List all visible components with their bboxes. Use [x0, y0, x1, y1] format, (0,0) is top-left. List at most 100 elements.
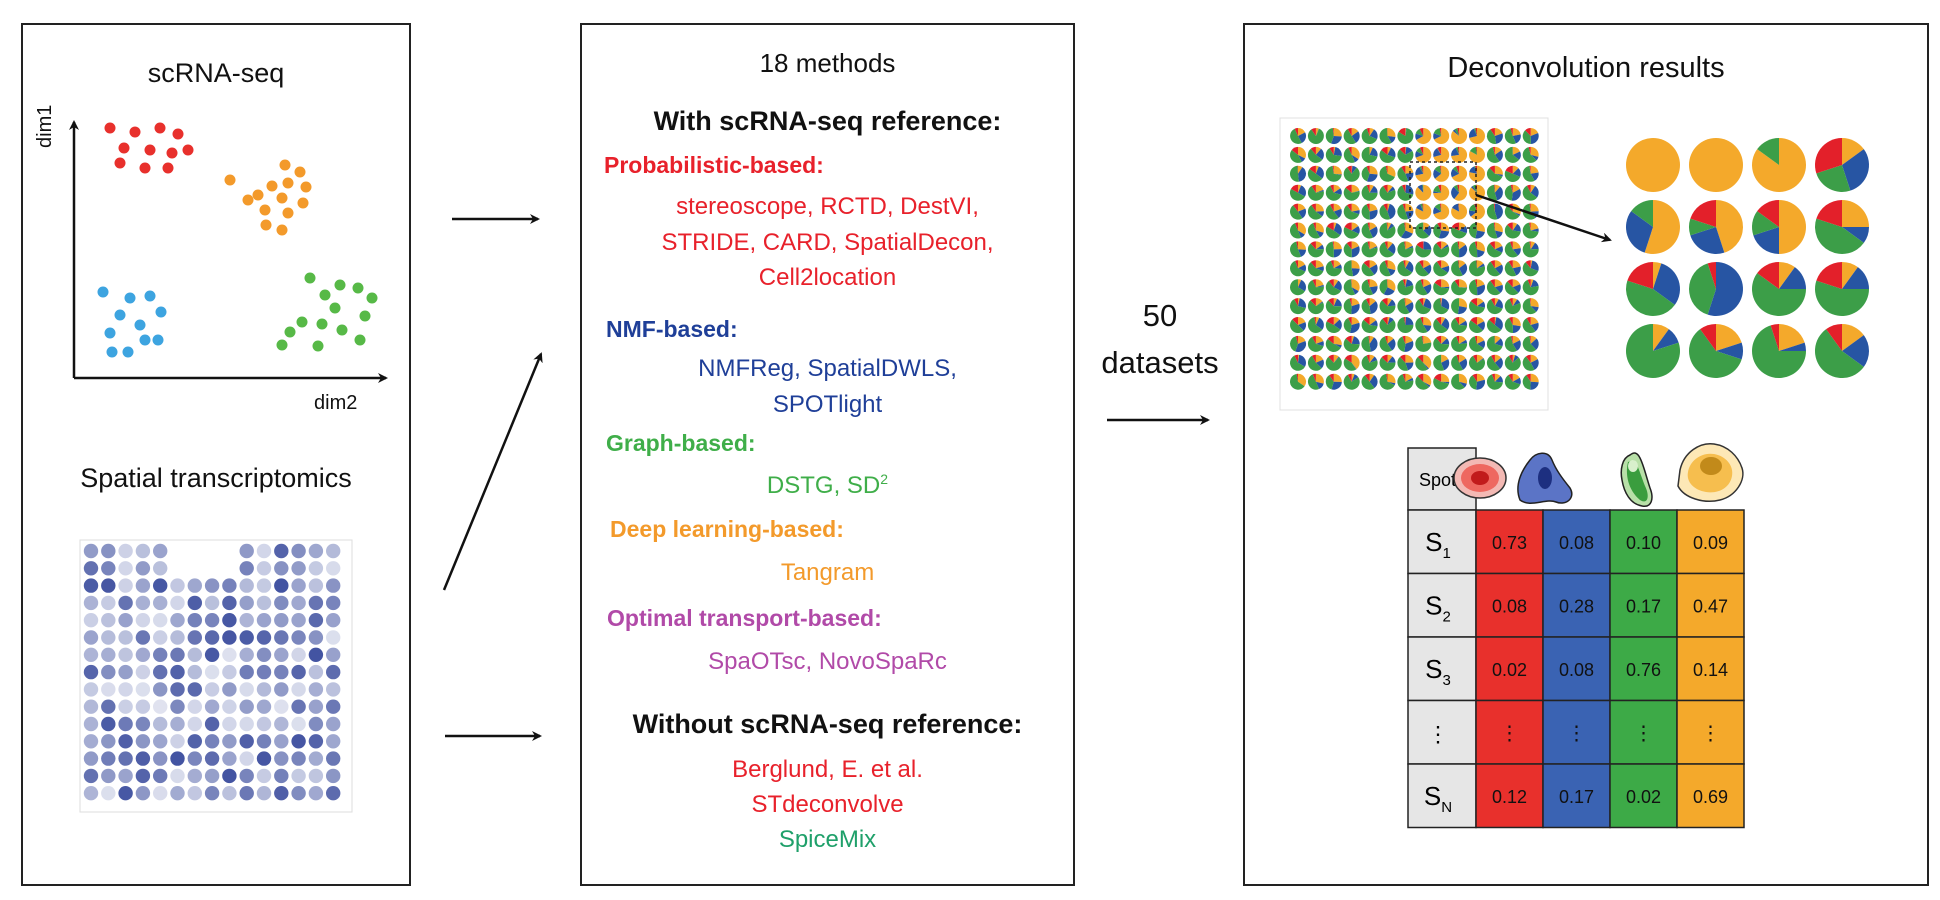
small-pie [1486, 128, 1503, 145]
small-pie [1468, 203, 1485, 220]
spatial-spot [222, 734, 237, 749]
spatial-spot [256, 751, 272, 766]
small-pie [1504, 165, 1521, 182]
small-pie [1343, 317, 1360, 333]
spatial-spot [118, 595, 133, 611]
table-cell-value: ⋮ [1567, 722, 1587, 744]
spatial-spot [83, 664, 99, 680]
small-pie [1433, 373, 1450, 390]
zoomed-pie-grid [1626, 138, 1869, 379]
spatial-spot [291, 561, 306, 576]
spatial-spot [222, 716, 237, 732]
spatial-spot [274, 578, 289, 593]
small-pie [1504, 298, 1521, 315]
small-pie [1325, 279, 1342, 296]
spatial-spot [326, 630, 341, 645]
spatial-spot [204, 578, 220, 593]
spatial-spot [153, 734, 168, 749]
small-pie [1486, 317, 1503, 333]
spatial-spot [239, 699, 254, 714]
table-cell-value: 0.28 [1559, 596, 1594, 616]
small-pie [1397, 316, 1414, 334]
spatial-spot [170, 768, 185, 784]
scatter-point [284, 326, 296, 338]
small-pie [1343, 146, 1360, 163]
spatial-spot [274, 664, 289, 680]
small-pie [1325, 128, 1342, 145]
small-pie [1451, 298, 1468, 315]
small-pie [1325, 373, 1342, 390]
spatial-spot [170, 578, 185, 593]
spatial-spot [274, 630, 289, 645]
spatial-spot [204, 734, 220, 749]
scatter-point [114, 157, 126, 169]
zoomed-pie [1688, 262, 1743, 316]
small-pie [1325, 317, 1342, 334]
scatter-point [152, 334, 164, 346]
probabilistic-label: Probabilistic-based: [604, 152, 824, 178]
spatial-spot [222, 647, 237, 662]
spatial-spot [326, 664, 341, 680]
small-pie [1415, 146, 1432, 163]
zoomed-pie [1689, 138, 1743, 192]
table-cell-value: 0.69 [1693, 787, 1728, 807]
small-pie [1307, 260, 1324, 277]
small-pie [1451, 203, 1468, 220]
spatial-spot [204, 647, 220, 662]
small-pie [1289, 184, 1307, 201]
small-pie [1504, 146, 1521, 163]
small-pie [1361, 165, 1378, 182]
spatial-spot [118, 699, 133, 714]
scatter-point [97, 286, 109, 298]
spatial-spot [135, 768, 151, 784]
spatial-spot [204, 716, 220, 732]
spatial-spot [153, 786, 168, 801]
spatial-spot [308, 699, 324, 714]
spot-subscript: N [1441, 799, 1452, 816]
small-pie [1415, 128, 1432, 144]
small-pie [1307, 279, 1324, 296]
spatial-spot [239, 613, 254, 628]
spatial-spot [135, 578, 151, 593]
graph-methods-superscript: 2 [880, 471, 889, 487]
spatial-spot [83, 716, 99, 732]
scatter-point [276, 224, 288, 236]
small-pie [1433, 165, 1450, 182]
small-pie [1504, 317, 1521, 334]
small-pie [1307, 354, 1324, 371]
spatial-spot [256, 786, 272, 801]
spatial-spot [204, 664, 220, 680]
small-pie [1343, 354, 1360, 371]
spatial-spot [170, 647, 185, 662]
small-pie [1290, 127, 1306, 144]
spatial-spot [239, 595, 254, 611]
scatter-point [224, 174, 236, 186]
scrna-title: scRNA-seq [147, 58, 285, 88]
small-pie [1307, 335, 1324, 352]
small-pie [1397, 222, 1414, 239]
orange-cell-icon [1677, 443, 1744, 502]
green-cell-icon [1620, 452, 1653, 507]
small-pie [1379, 165, 1396, 182]
zoomed-pie [1814, 262, 1869, 316]
table-cell-value: 0.73 [1492, 533, 1527, 553]
scatter-point [259, 204, 271, 216]
table-cell [1542, 763, 1611, 829]
probabilistic-methods-line-2: STRIDE, CARD, SpatialDecon, [661, 229, 994, 256]
small-pie [1468, 335, 1486, 352]
spatial-spot [101, 595, 116, 611]
small-pie [1361, 241, 1378, 258]
spatial-spot [101, 786, 116, 801]
table-row-header [1407, 699, 1477, 765]
small-pie [1433, 184, 1450, 201]
table-cell-value: 0.02 [1626, 787, 1661, 807]
spatial-spot [308, 543, 324, 559]
spatial-spot [291, 613, 306, 628]
table-cell [1609, 509, 1678, 575]
small-pie [1290, 203, 1306, 220]
spatial-spot [83, 595, 99, 611]
small-pie [1468, 127, 1485, 145]
with-reference-header: With scRNA-seq reference: [653, 106, 1002, 136]
scatter-point [182, 144, 194, 156]
table-row-header [1407, 636, 1477, 702]
